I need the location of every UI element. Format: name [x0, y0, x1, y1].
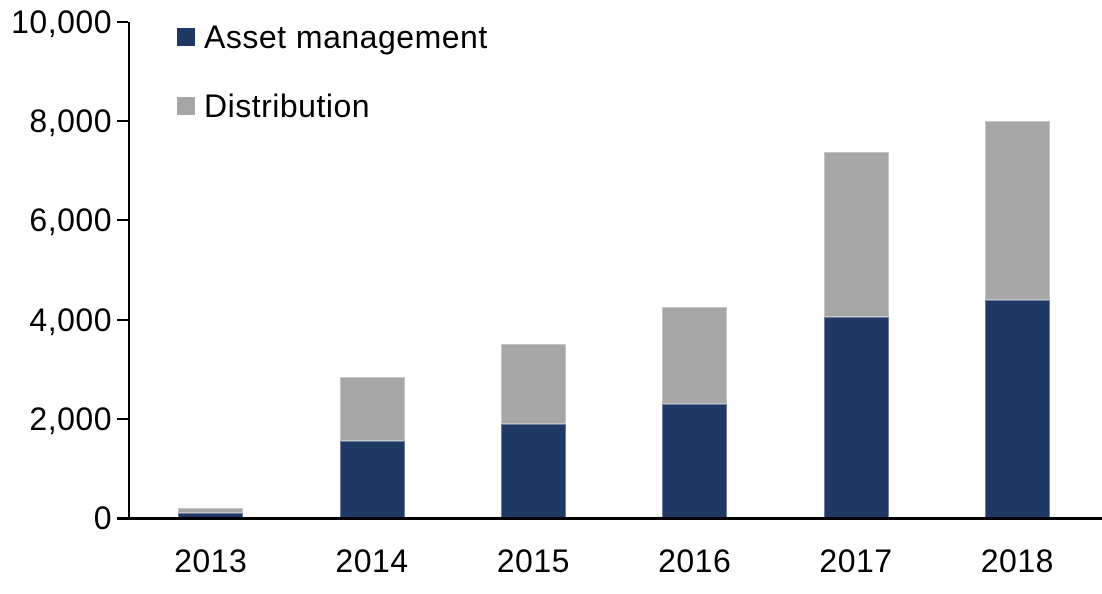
- bar-distribution-2018: [984, 121, 1050, 300]
- y-tick-mark: [117, 21, 128, 23]
- x-tick-label: 2013: [174, 543, 248, 579]
- bar-distribution-2016: [662, 307, 728, 404]
- x-tick-label: 2014: [335, 543, 409, 579]
- y-tick-mark: [117, 318, 128, 321]
- y-tick-mark: [117, 417, 128, 420]
- y-tick-label: 0: [93, 500, 112, 536]
- bar-asset-management-2018: [984, 299, 1050, 518]
- bar-distribution-2013: [178, 508, 244, 514]
- bar-distribution-2014: [339, 376, 405, 442]
- y-axis-line: [128, 22, 130, 520]
- legend: Asset management Distribution: [177, 19, 488, 160]
- y-tick-label: 4,000: [29, 301, 112, 338]
- legend-item-distribution: Distribution: [177, 88, 488, 124]
- x-tick-label: 2018: [980, 543, 1054, 579]
- bar-asset-management-2013: [178, 513, 244, 518]
- bar-asset-management-2017: [823, 317, 889, 518]
- bar-distribution-2015: [500, 344, 566, 424]
- y-tick-mark: [117, 219, 128, 222]
- x-tick-label: 2016: [658, 543, 732, 579]
- x-tick-label: 2017: [819, 543, 893, 579]
- asset-management-swatch-icon: [177, 28, 195, 46]
- y-tick-label: 8,000: [29, 103, 112, 140]
- legend-item-asset-management: Asset management: [177, 19, 488, 55]
- y-tick-label: 2,000: [29, 400, 112, 437]
- legend-label-distribution: Distribution: [204, 87, 371, 124]
- bar-asset-management-2015: [500, 423, 566, 518]
- x-tick-label: 2015: [496, 543, 570, 579]
- legend-label-asset-management: Asset management: [204, 18, 488, 55]
- y-tick-label: 10,000: [11, 4, 112, 40]
- bar-distribution-2017: [823, 151, 889, 318]
- y-tick-mark: [117, 120, 128, 123]
- bar-asset-management-2016: [662, 403, 728, 518]
- x-axis-line: [117, 517, 1102, 520]
- y-tick-label: 6,000: [29, 202, 112, 239]
- bar-asset-management-2014: [339, 441, 405, 518]
- distribution-swatch-icon: [177, 97, 195, 115]
